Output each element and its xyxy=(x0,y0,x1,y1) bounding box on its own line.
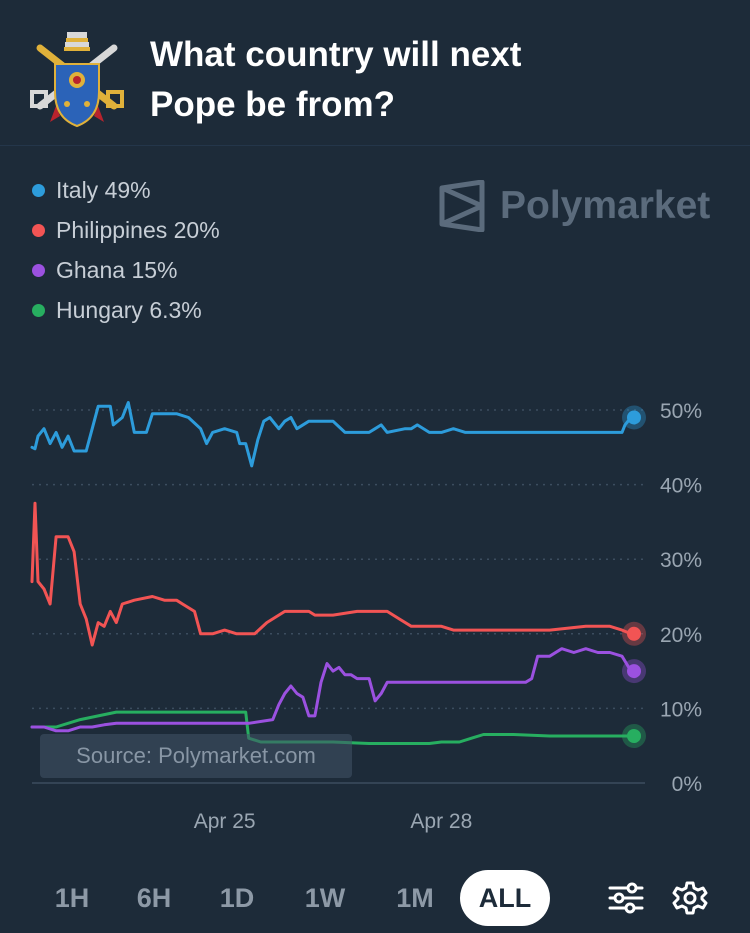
endpoint-dot-ghana xyxy=(627,664,641,679)
x-tick-label: Apr 28 xyxy=(410,810,472,833)
endpoint-dot-hungary xyxy=(627,729,641,744)
gear-icon[interactable] xyxy=(672,880,708,916)
y-tick-label: 0% xyxy=(672,773,702,796)
chart-legend: Italy 49% Philippines 20% Ghana 15% Hung… xyxy=(32,170,220,330)
range-button-1d[interactable]: 1D xyxy=(219,883,255,913)
series-line-italy xyxy=(30,401,633,468)
range-button-1h[interactable]: 1H xyxy=(54,883,90,913)
y-tick-label: 50% xyxy=(660,400,702,423)
legend-dot-hungary xyxy=(32,303,45,317)
papal-coat-of-arms-icon xyxy=(30,32,124,128)
y-tick-label: 30% xyxy=(660,549,702,572)
time-range-controls: 1H 6H 1D 1W 1M ALL xyxy=(0,868,750,928)
legend-dot-italy xyxy=(32,183,45,197)
endpoint-dot-italy xyxy=(627,410,641,425)
y-tick-label: 20% xyxy=(660,624,702,647)
x-tick-label: Apr 25 xyxy=(194,810,256,833)
legend-label: Philippines 20% xyxy=(56,216,220,243)
y-tick-label: 40% xyxy=(660,475,702,498)
legend-item-italy[interactable]: Italy 49% xyxy=(32,170,220,210)
range-button-all[interactable]: ALL xyxy=(460,870,550,926)
page-title: What country will next Pope be from? xyxy=(150,35,522,124)
header: What country will next Pope be from? xyxy=(0,0,750,146)
legend-item-hungary[interactable]: Hungary 6.3% xyxy=(32,290,220,330)
sliders-icon[interactable] xyxy=(608,880,644,916)
legend-label: Hungary 6.3% xyxy=(56,296,202,323)
range-button-6h[interactable]: 6H xyxy=(136,883,172,913)
polymarket-logo-icon xyxy=(439,180,485,232)
endpoint-dot-philippines xyxy=(627,626,641,641)
legend-dot-philippines xyxy=(32,223,45,237)
source-label: Source: Polymarket.com xyxy=(40,734,352,778)
y-tick-label: 10% xyxy=(660,698,702,721)
brand-watermark: Polymarket xyxy=(438,178,710,234)
series-line-ghana xyxy=(30,647,633,733)
price-history-chart[interactable]: 0% 10% 20% 30% 40% 50% Apr 25 Apr 28 xyxy=(0,380,750,850)
range-button-1m[interactable]: 1M xyxy=(396,883,434,913)
legend-dot-ghana xyxy=(32,263,45,277)
legend-label: Italy 49% xyxy=(56,176,151,203)
series-line-philippines xyxy=(30,501,633,647)
legend-item-ghana[interactable]: Ghana 15% xyxy=(32,250,220,290)
legend-item-philippines[interactable]: Philippines 20% xyxy=(32,210,220,250)
legend-label: Ghana 15% xyxy=(56,256,178,283)
brand-name: Polymarket xyxy=(500,184,711,227)
range-button-1w[interactable]: 1W xyxy=(304,883,346,913)
